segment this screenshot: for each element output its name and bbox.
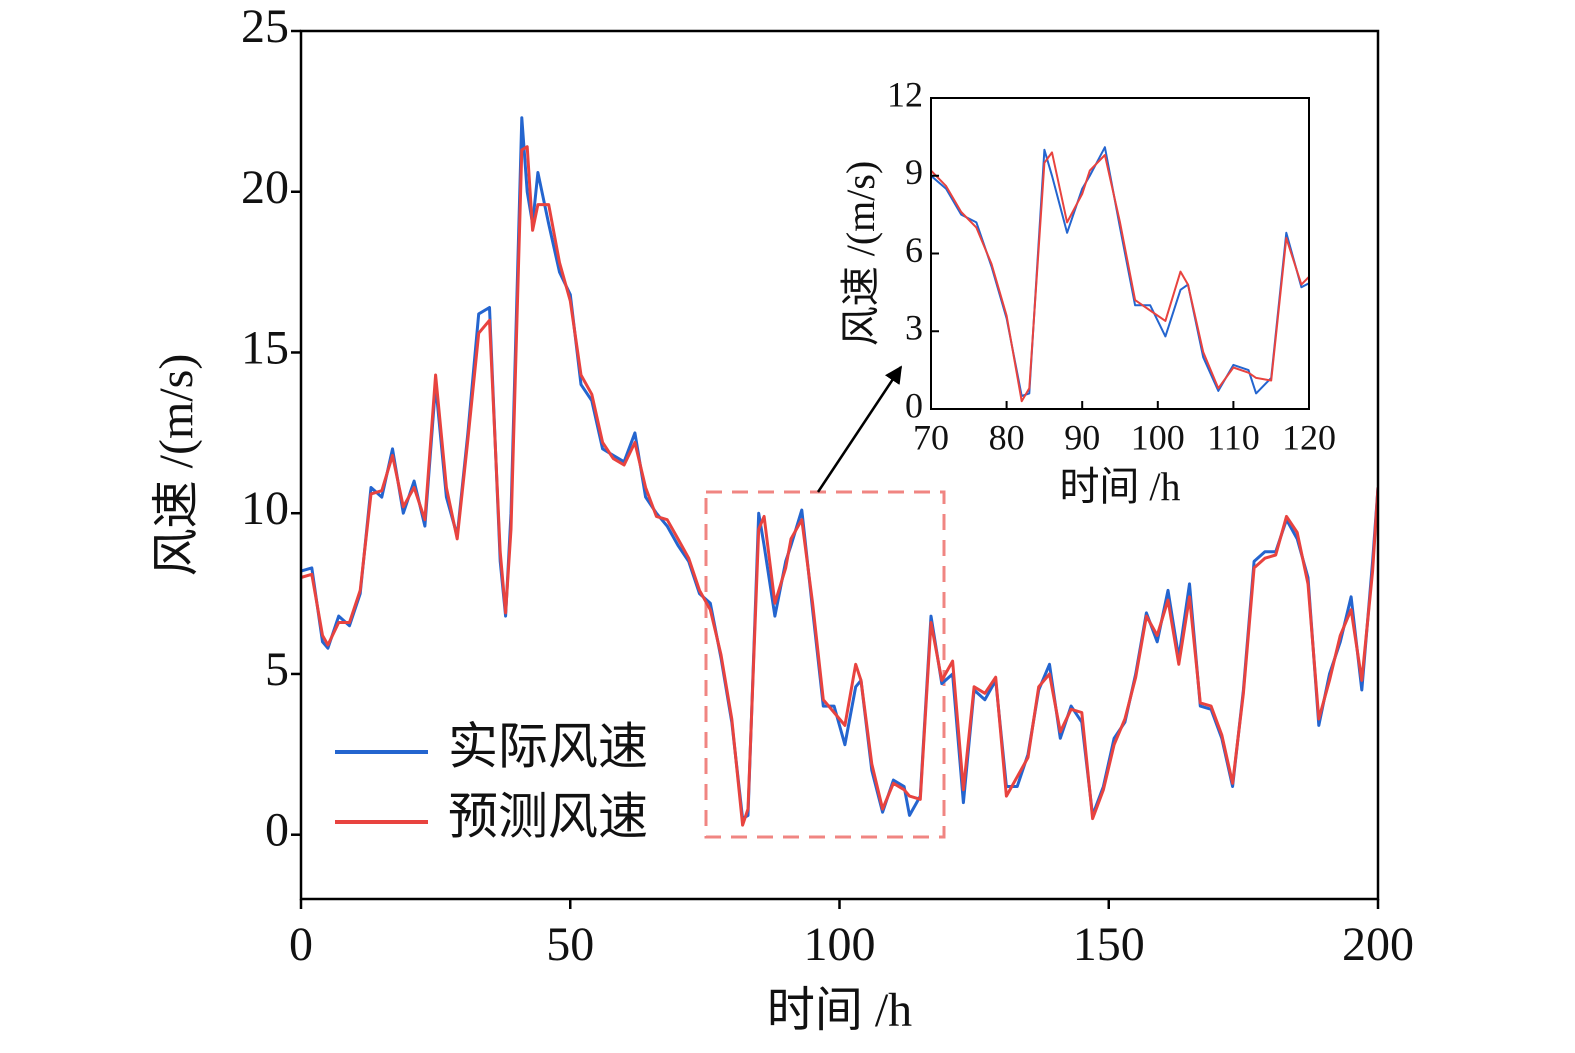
x-tick-label: 90 (1064, 417, 1100, 457)
series-line (931, 151, 1309, 403)
series-line (301, 145, 1378, 827)
zoom-arrow (816, 365, 903, 493)
legend-label: 预测风速 (448, 788, 648, 844)
y-tick-label: 0 (265, 804, 289, 857)
y-axis-label: 风速 /(m/s) (150, 354, 203, 577)
x-tick-label: 100 (804, 918, 876, 971)
x-tick-label: 110 (1207, 417, 1260, 457)
x-axis-label: 时间 /h (1059, 464, 1180, 509)
x-tick-label: 0 (289, 918, 313, 971)
y-tick-label: 15 (241, 321, 289, 374)
y-tick-label: 12 (887, 74, 923, 114)
x-tick-label: 100 (1131, 417, 1185, 457)
y-tick-label: 20 (241, 161, 289, 214)
x-tick-label: 200 (1342, 918, 1414, 971)
y-tick-label: 25 (241, 0, 289, 53)
x-tick-label: 50 (546, 918, 594, 971)
x-tick-label: 120 (1282, 417, 1336, 457)
y-axis-label: 风速 /(m/s) (838, 161, 883, 347)
zoom-box (704, 490, 946, 839)
y-tick-label: 5 (265, 643, 289, 696)
y-tick-label: 9 (905, 152, 923, 192)
y-tick-label: 10 (241, 482, 289, 535)
x-tick-label: 150 (1073, 918, 1145, 971)
y-tick-label: 0 (905, 385, 923, 425)
x-tick-label: 80 (989, 417, 1025, 457)
legend-label: 实际风速 (448, 718, 648, 774)
x-axis-label: 时间 /h (767, 984, 912, 1037)
y-tick-label: 6 (905, 230, 923, 270)
inset-bg (931, 98, 1309, 409)
y-tick-label: 3 (905, 308, 923, 348)
x-tick-label: 70 (913, 417, 949, 457)
